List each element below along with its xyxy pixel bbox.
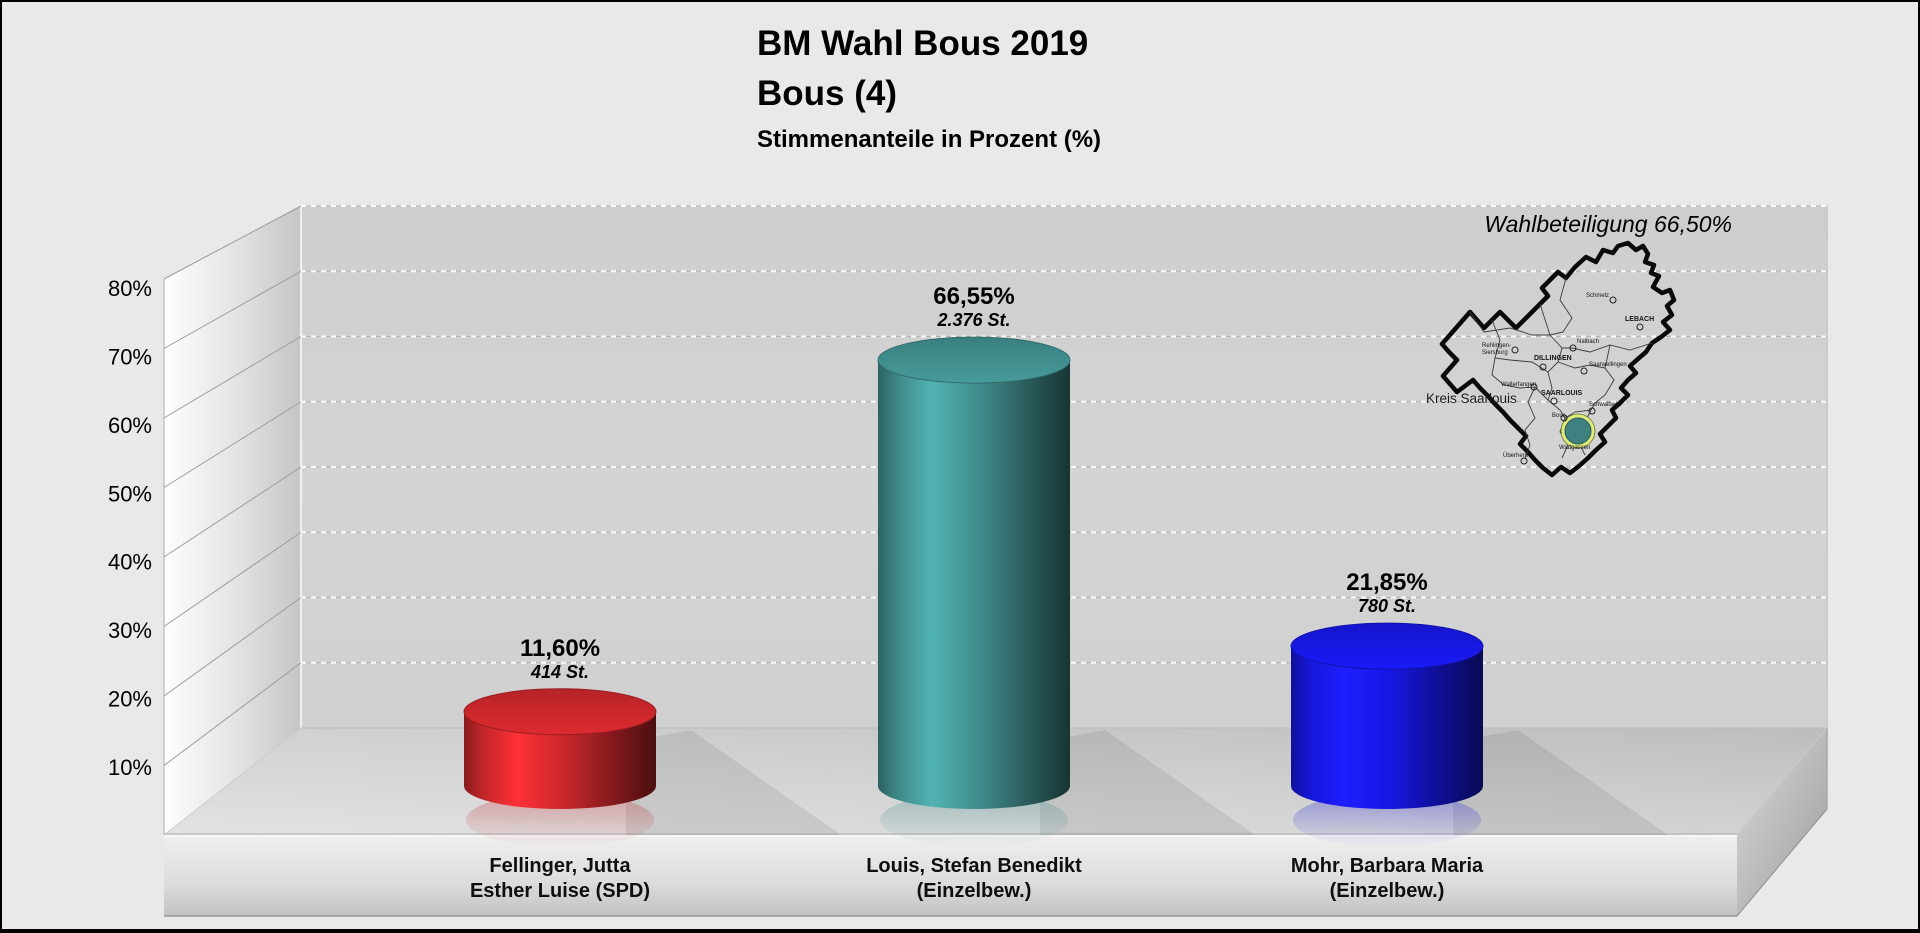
y-tick-label: 50% — [108, 481, 152, 506]
town-dot — [1520, 457, 1528, 465]
plinth-side — [1737, 728, 1827, 916]
town-dot — [1511, 346, 1519, 354]
turnout-annotation: Wahlbeteiligung 66,50% — [1484, 211, 1732, 237]
gridline-sidewall — [163, 531, 302, 627]
town-dot — [1580, 367, 1588, 375]
gridline-sidewall — [163, 205, 302, 280]
town-dot — [1609, 296, 1617, 304]
town-label: DILLINGEN — [1534, 355, 1572, 362]
chart-title-block: BM Wahl Bous 2019 Bous (4) Stimmenanteil… — [757, 19, 1101, 155]
chart-title-line1: BM Wahl Bous 2019 — [757, 24, 1089, 63]
map-region-label: Kreis Saarlouis — [1426, 391, 1517, 406]
y-tick-label: 80% — [108, 276, 152, 301]
bar-cylinder-1 — [463, 688, 657, 809]
category-label-line1: Mohr, Barbara Maria — [1291, 855, 1484, 877]
town-label: SAARLOUIS — [1541, 390, 1583, 397]
plinth-side-top-edge — [1736, 727, 1828, 836]
gridline-sidewall — [163, 270, 302, 349]
gridline-sidewall — [163, 466, 302, 558]
y-tick-label: 70% — [108, 344, 152, 369]
town-dot — [1560, 414, 1568, 422]
town-label: Schwalbach — [1589, 402, 1621, 408]
bar-value-label: 21,85% — [1346, 569, 1427, 596]
town-label: Bous — [1552, 413, 1566, 419]
bar-labels: 11,60%414 St. Fellinger, Jutta Esther Luis… — [470, 283, 1484, 902]
town-dot — [1550, 397, 1558, 405]
bars — [463, 336, 1668, 847]
town-dot — [1588, 407, 1596, 415]
town-dot — [1539, 363, 1547, 371]
district-outline — [1439, 240, 1677, 478]
category-label-line2: Esther Luise (SPD) — [470, 880, 650, 902]
category-label-line1: Fellinger, Jutta — [489, 855, 631, 877]
bar-floor-shadow — [1453, 730, 1668, 835]
district-map: Schmelz LEBACH Rehlingen-Siersburg Nalbach D… — [1426, 240, 1677, 478]
plinth-front — [164, 835, 1737, 916]
bar-reflection — [879, 793, 1069, 847]
bar-value-label: 11,60% — [520, 635, 600, 662]
chart-subtitle: Stimmenanteile in Prozent (%) — [757, 126, 1102, 153]
plinth-side-bottom-edge — [1736, 808, 1828, 917]
town-label: Schmelz — [1586, 293, 1609, 299]
cylinder-top — [877, 336, 1071, 384]
cylinder-top — [1290, 622, 1484, 670]
category-label-line2: (Einzelbew.) — [917, 880, 1032, 902]
highlight-bous — [1564, 417, 1592, 445]
y-tick-label: 40% — [108, 550, 152, 575]
gridline-sidewall — [163, 401, 302, 488]
y-axis-labels: 10% 20% 30% 40% 50% 60% 70% 80% — [108, 276, 152, 780]
town-label: Überherrn — [1503, 452, 1530, 459]
cylinder-side — [878, 360, 1070, 786]
bar-votes-label: 2.376 St. — [936, 310, 1010, 330]
floor-left-edge — [163, 727, 302, 836]
town-label: Saarwellingen — [1589, 362, 1627, 368]
y-tick-label: 60% — [108, 413, 152, 438]
category-label-line2: (Einzelbew.) — [1330, 880, 1445, 902]
town-label: Siersburg — [1482, 350, 1508, 356]
category-label-line1: Louis, Stefan Benedikt — [866, 855, 1082, 877]
gridline-sidewall — [163, 336, 302, 419]
town-label: Nalbach — [1577, 339, 1599, 345]
town-label: LEBACH — [1625, 316, 1654, 323]
bar-reflection — [1292, 793, 1482, 847]
bar-cylinder-3 — [1290, 622, 1484, 809]
bar-votes-label: 414 St. — [530, 662, 589, 682]
y-tick-label: 30% — [108, 618, 152, 643]
gridline-sidewall — [163, 662, 302, 766]
bar-votes-label: 780 St. — [1358, 596, 1416, 616]
bar-cylinder-2 — [877, 336, 1071, 809]
town-label: Rehlingen- — [1482, 343, 1511, 349]
bar-floor-shadow — [626, 730, 841, 835]
bar-value-label: 66,55% — [933, 283, 1014, 310]
cylinder-top — [463, 688, 657, 736]
y-tick-label: 20% — [108, 687, 152, 712]
chart-title-line2: Bous (4) — [757, 74, 897, 113]
left-wall — [164, 206, 301, 835]
y-tick-label: 10% — [108, 755, 152, 780]
town-dot — [1636, 323, 1644, 331]
gridline-sidewall — [163, 597, 302, 697]
town-label: Wallerfangen — [1501, 382, 1536, 388]
town-markers: Schmelz LEBACH Rehlingen-Siersburg Nalbach D… — [1482, 293, 1654, 465]
town-dot — [1530, 383, 1538, 391]
bar-reflection — [465, 793, 655, 847]
bar-floor-shadow — [1040, 730, 1255, 835]
town-label: Wadgassen — [1559, 445, 1590, 451]
town-dot — [1569, 344, 1577, 352]
